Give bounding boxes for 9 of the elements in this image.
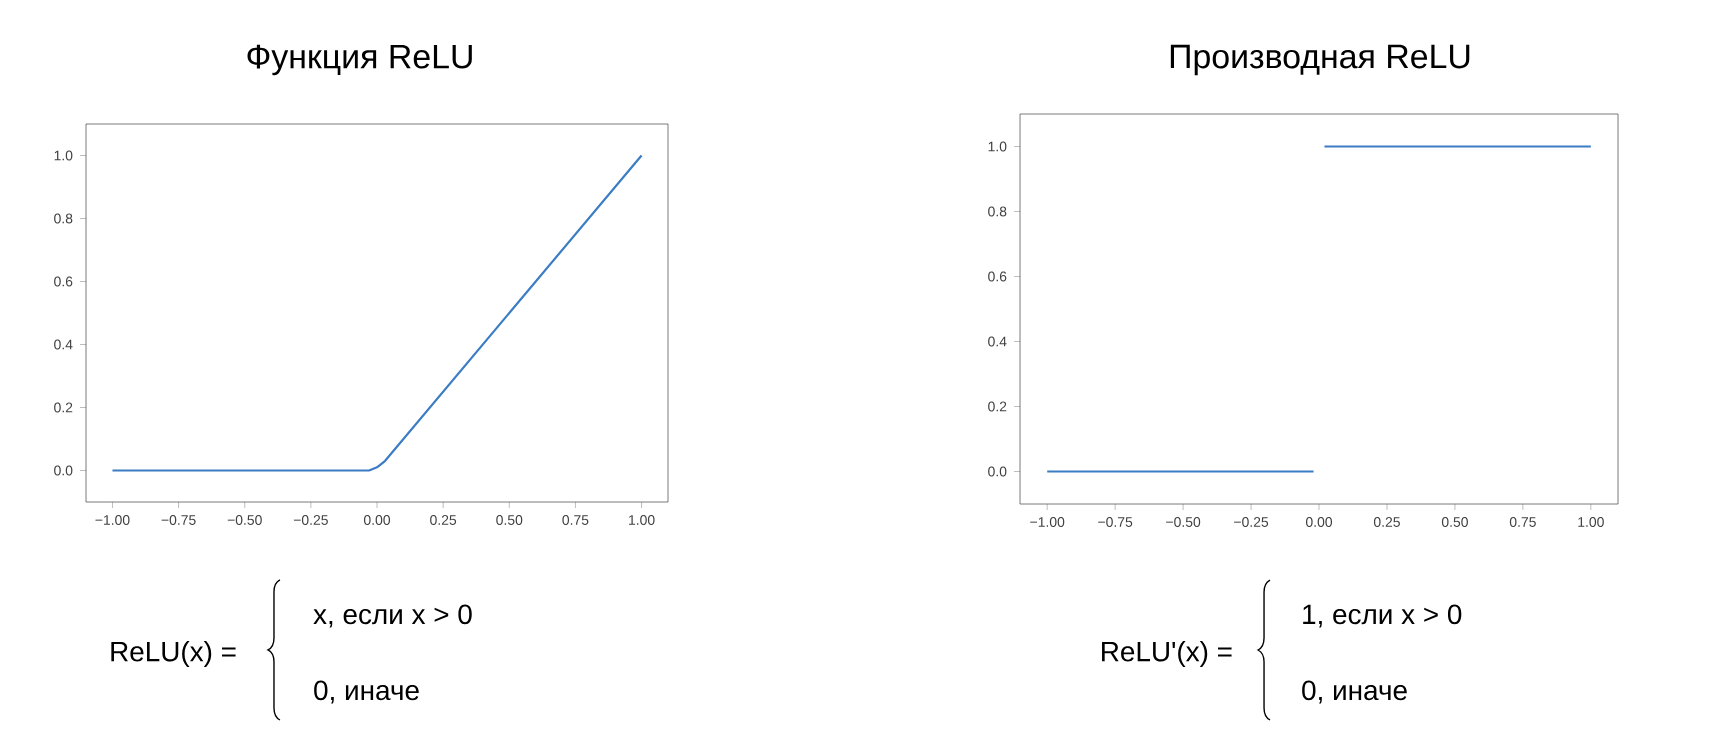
text: x, если x > 0	[313, 604, 472, 628]
text: 0, иначе	[1302, 680, 1407, 704]
text: ReLU(x) =	[111, 641, 236, 667]
line-series	[111, 154, 643, 472]
chart-title: Функция ReLU	[247, 44, 472, 76]
text: 0, иначе	[314, 680, 419, 704]
text: 1, если x > 0	[1303, 604, 1462, 628]
text: ReLU'(x) =	[1102, 641, 1232, 667]
chart-title: Производная ReLU	[1170, 44, 1470, 76]
